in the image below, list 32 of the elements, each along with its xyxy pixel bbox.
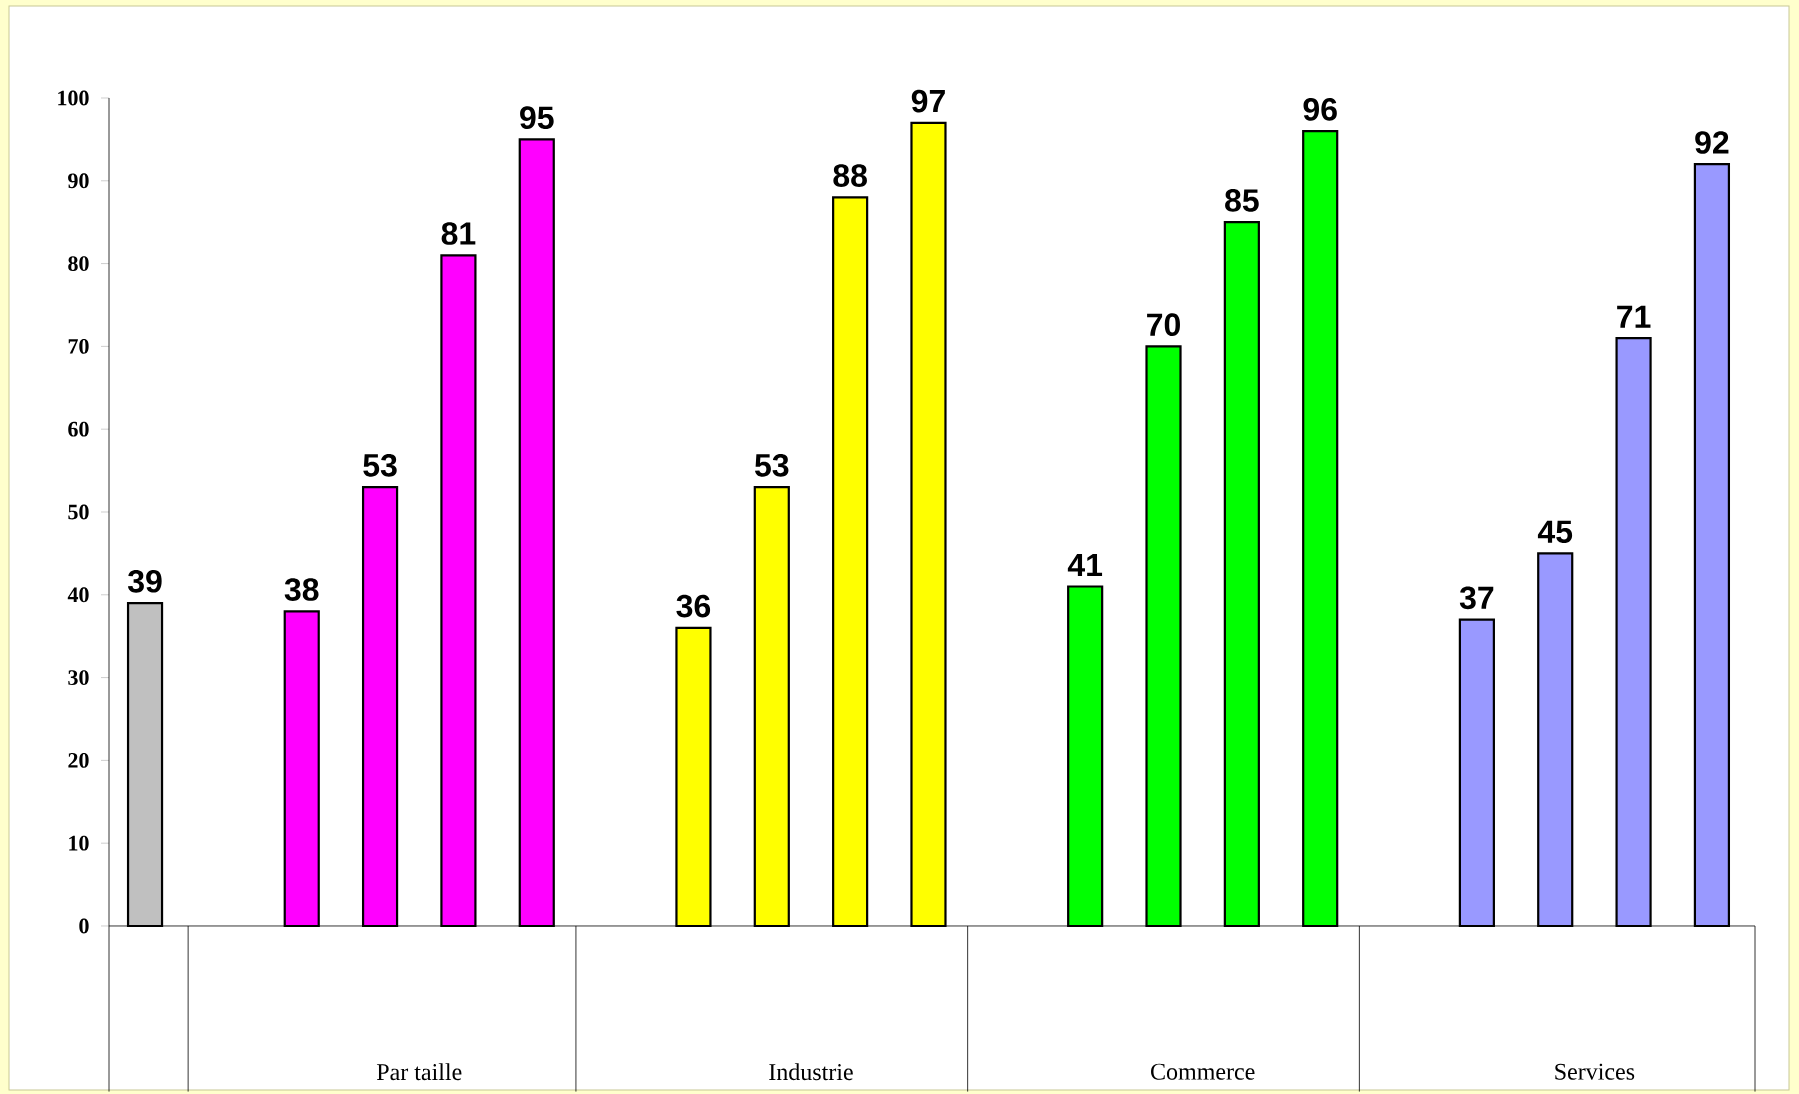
data-label: 53	[363, 454, 397, 477]
data-label: 70	[1147, 313, 1180, 336]
y-tick-label: 70	[68, 338, 89, 354]
y-tick-label: 60	[68, 421, 89, 437]
text: Services	[1555, 1063, 1635, 1080]
data-label: 36	[676, 594, 711, 618]
data-label: 85	[1225, 189, 1259, 212]
data-label: 53	[754, 454, 789, 477]
data-label: 45	[1537, 520, 1573, 543]
data-label: 71	[1617, 305, 1651, 328]
data-label: 88	[833, 164, 867, 187]
y-tick-label: 50	[68, 504, 89, 520]
y-tick-label: 100	[58, 90, 89, 106]
data-label: 97	[911, 89, 945, 113]
text: Industrie	[769, 1063, 853, 1081]
y-tick-label: 20	[68, 752, 89, 768]
text: Par taille	[376, 1063, 462, 1081]
y-tick-label: 30	[68, 670, 89, 686]
y-tick-label: 80	[68, 256, 89, 272]
data-label: 37	[1459, 586, 1494, 610]
y-tick-label: 10	[69, 835, 89, 851]
data-label: 39	[127, 569, 162, 593]
data-label: 92	[1695, 131, 1729, 154]
data-label: 96	[1303, 98, 1337, 121]
data-label: 81	[441, 222, 476, 245]
text: Commerce	[1151, 1063, 1255, 1080]
data-label: 95	[520, 106, 554, 129]
y-tick-label: 90	[68, 173, 89, 189]
data-label: 41	[1067, 554, 1103, 577]
y-tick-label: 40	[67, 587, 89, 603]
data-label: 38	[284, 578, 319, 601]
y-tick-label: 0	[79, 918, 89, 934]
